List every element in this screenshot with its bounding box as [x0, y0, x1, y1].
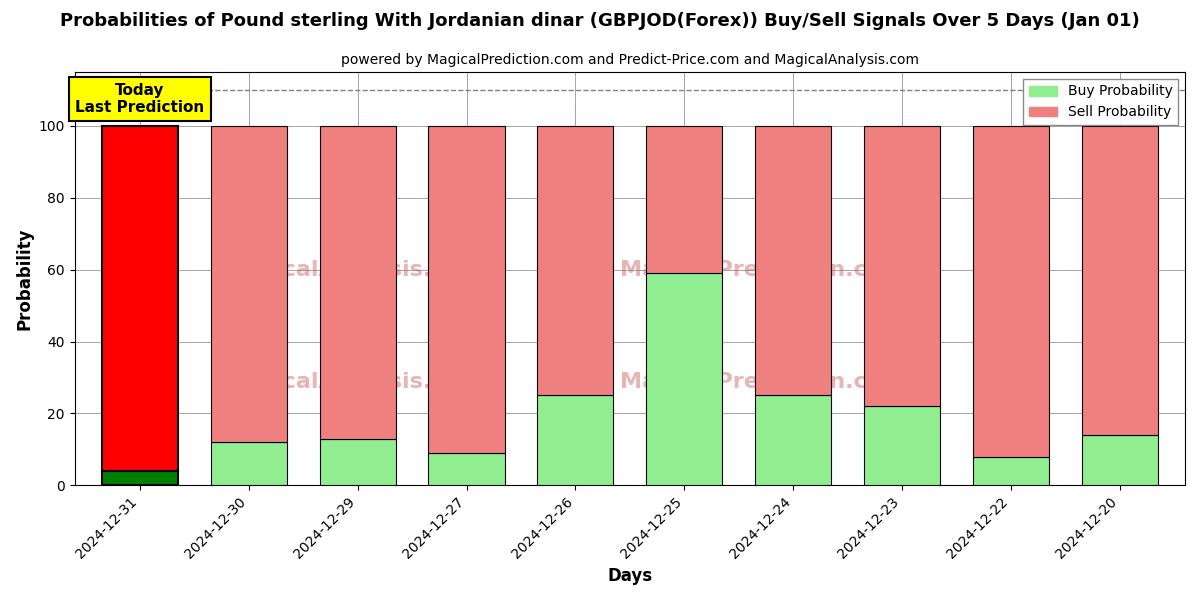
- Text: Probabilities of Pound sterling With Jordanian dinar (GBPJOD(Forex)) Buy/Sell Si: Probabilities of Pound sterling With Jor…: [60, 12, 1140, 30]
- Text: MagicalAnalysis.com: MagicalAnalysis.com: [222, 372, 482, 392]
- Bar: [864, 406, 940, 485]
- Bar: [755, 395, 832, 485]
- Legend: Buy Probability, Sell Probability: Buy Probability, Sell Probability: [1024, 79, 1178, 125]
- Bar: [864, 126, 940, 406]
- Bar: [973, 457, 1049, 485]
- Bar: [211, 126, 287, 442]
- Bar: [646, 126, 722, 273]
- Bar: [1081, 126, 1158, 435]
- Bar: [428, 453, 505, 485]
- Bar: [538, 126, 613, 395]
- Bar: [211, 442, 287, 485]
- Title: powered by MagicalPrediction.com and Predict-Price.com and MagicalAnalysis.com: powered by MagicalPrediction.com and Pre…: [341, 53, 919, 67]
- Text: MagicalPrediction.com: MagicalPrediction.com: [620, 372, 906, 392]
- Bar: [428, 126, 505, 453]
- Bar: [973, 126, 1049, 457]
- Text: MagicalAnalysis.com: MagicalAnalysis.com: [222, 260, 482, 280]
- Bar: [538, 395, 613, 485]
- Bar: [646, 273, 722, 485]
- Text: Today
Last Prediction: Today Last Prediction: [76, 83, 204, 115]
- Bar: [102, 471, 178, 485]
- X-axis label: Days: Days: [607, 567, 653, 585]
- Bar: [102, 126, 178, 471]
- Bar: [319, 439, 396, 485]
- Text: MagicalPrediction.com: MagicalPrediction.com: [620, 260, 906, 280]
- Bar: [319, 126, 396, 439]
- Y-axis label: Probability: Probability: [16, 227, 34, 330]
- Bar: [1081, 435, 1158, 485]
- Bar: [755, 126, 832, 395]
